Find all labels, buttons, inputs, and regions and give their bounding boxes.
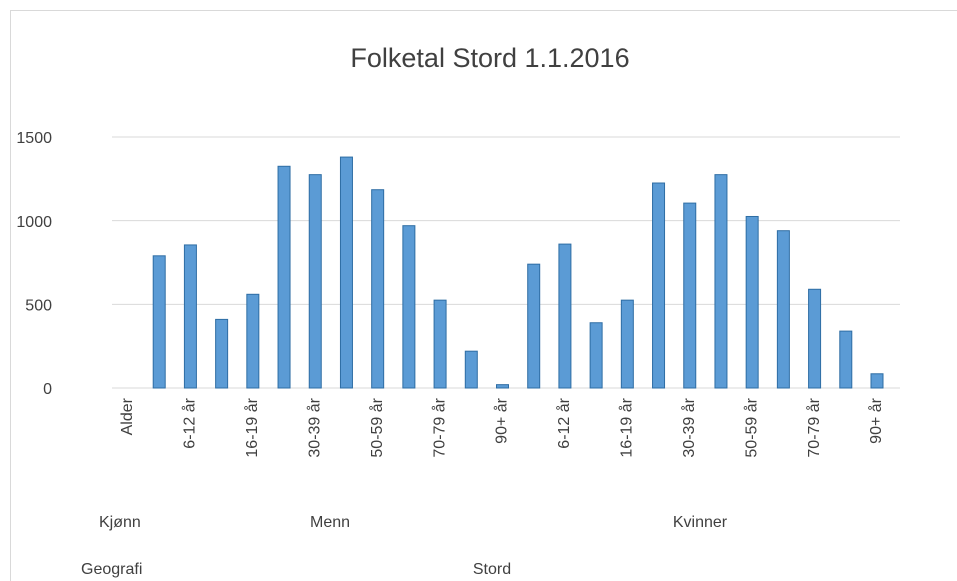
x-tick-label: 90+ år: [493, 397, 511, 443]
bar: [745, 215, 759, 389]
x-tick-label: 30-39 år: [680, 397, 698, 457]
bar: [683, 202, 697, 389]
x-tick-label: Alder: [119, 397, 136, 435]
y-tick-label: 1000: [16, 214, 52, 231]
x-tick-label: 70-79 år: [805, 397, 823, 457]
group-label: Menn: [310, 514, 350, 531]
x-tick-label: 70-79 år: [430, 397, 448, 457]
bar: [714, 174, 728, 389]
bar: [371, 189, 385, 389]
x-tick-label: 16-19 år: [618, 397, 636, 457]
row-header: Geografi: [81, 561, 142, 578]
bar: [402, 225, 416, 389]
y-tick-label: 0: [43, 381, 52, 398]
x-tick-label: 90+ år: [867, 397, 885, 443]
x-tick-label: 50-59 år: [742, 397, 760, 457]
bar: [527, 263, 541, 389]
x-tick-label: 50-59 år: [368, 397, 386, 457]
bar: [558, 243, 572, 389]
bar: [308, 174, 322, 389]
bar: [152, 255, 166, 389]
bar: [339, 156, 353, 389]
bar: [870, 373, 884, 389]
bar: [839, 330, 853, 389]
bar: [496, 384, 509, 389]
x-tick-label: 30-39 år: [305, 397, 323, 457]
row-header: Kjønn: [99, 514, 141, 531]
chart-title: Folketal Stord 1.1.2016: [350, 43, 629, 73]
x-tick-label: 6-12 år: [555, 397, 573, 448]
bar: [464, 350, 478, 389]
bar: [808, 288, 822, 389]
bar: [183, 244, 197, 389]
bar: [776, 230, 790, 389]
bar: [652, 182, 666, 389]
group-label: Kvinner: [673, 514, 728, 531]
group-label: Stord: [473, 561, 511, 578]
bar: [433, 299, 447, 389]
y-tick-label: 500: [25, 298, 52, 315]
bar: [620, 299, 634, 389]
bar: [589, 322, 603, 389]
chart-frame: [10, 10, 957, 581]
x-tick-label: 16-19 år: [243, 397, 261, 457]
y-tick-label: 1500: [16, 130, 52, 147]
bar: [215, 318, 229, 389]
bar: [246, 293, 260, 389]
x-tick-label: 6-12 år: [181, 397, 199, 448]
bar: [277, 165, 291, 389]
